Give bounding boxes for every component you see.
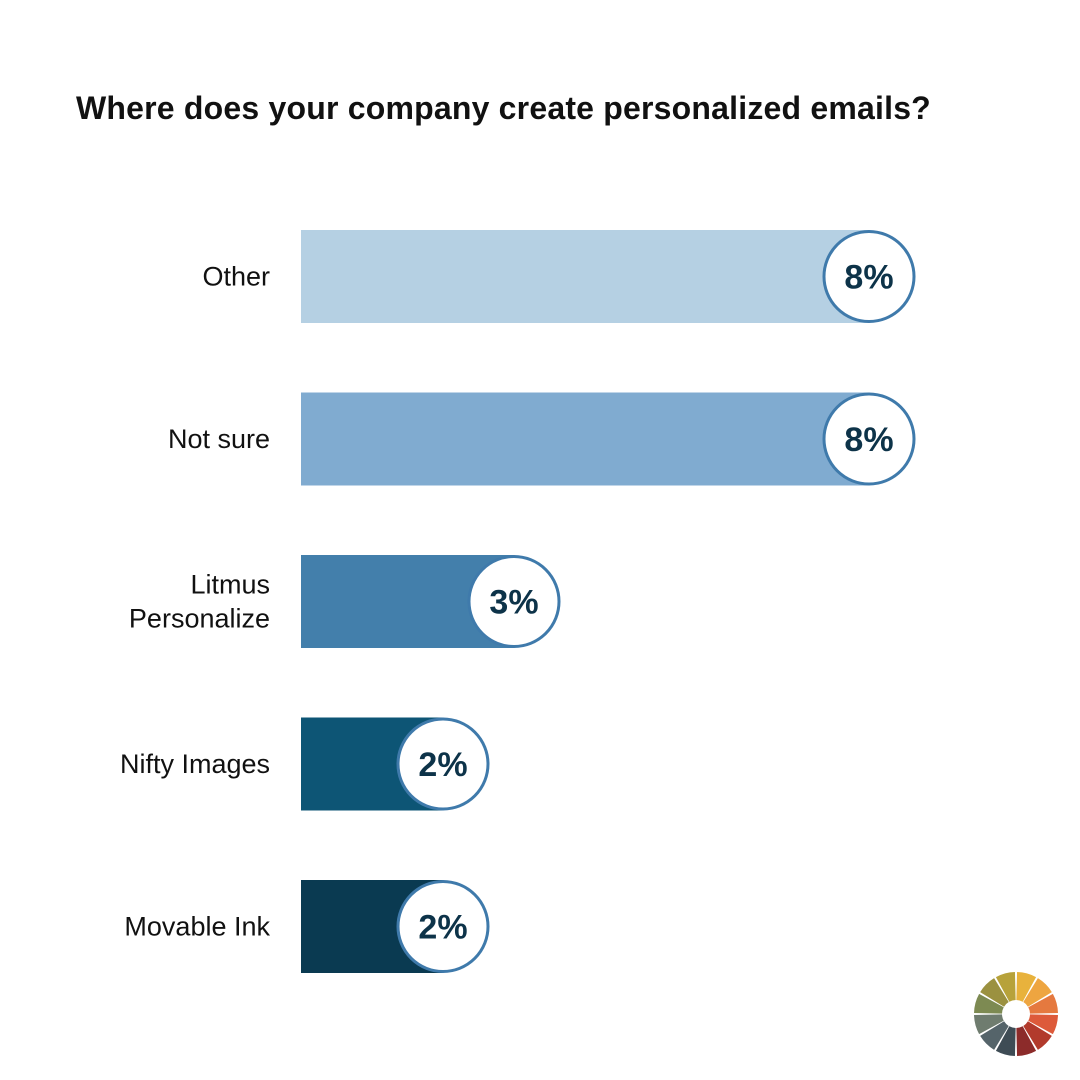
color-wheel-icon (974, 972, 1058, 1056)
value-badge (396, 717, 490, 811)
category-label: Not sure (168, 424, 270, 454)
bar (301, 230, 869, 323)
value-badge (467, 555, 561, 648)
value-label: 8% (844, 259, 893, 297)
chart-title: Where does your company create personali… (76, 90, 931, 126)
value-badge (396, 880, 490, 973)
value-label: 2% (418, 746, 467, 784)
value-badge (822, 392, 916, 486)
category-label: Movable Ink (124, 912, 270, 942)
bar (301, 392, 869, 486)
category-label: Other (202, 262, 270, 292)
value-label: 3% (489, 584, 538, 622)
category-label: Nifty Images (120, 749, 270, 779)
value-label: 8% (844, 421, 893, 459)
value-label: 2% (418, 909, 467, 947)
value-badge (822, 230, 916, 323)
category-label: Litmus Personalize (129, 570, 270, 634)
